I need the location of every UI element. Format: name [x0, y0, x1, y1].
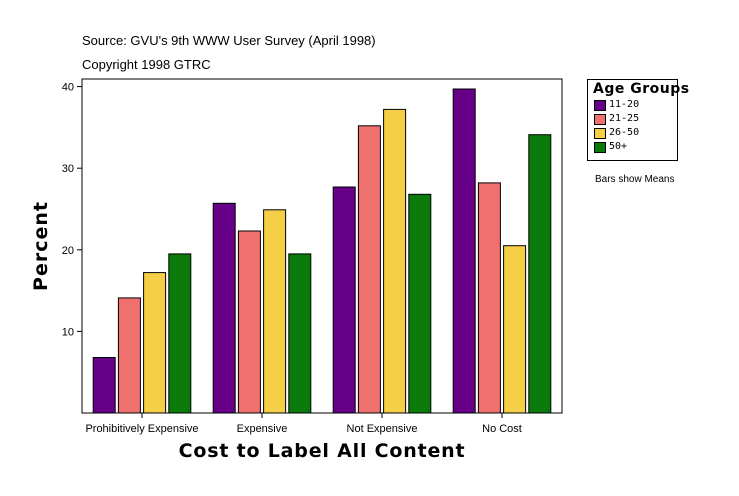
bar — [92, 357, 116, 414]
legend-title: Age Groups — [593, 81, 690, 97]
bar — [357, 125, 381, 414]
y-axis-title: Percent — [30, 201, 52, 291]
y-tick-label: 20 — [62, 245, 74, 257]
bar — [117, 297, 141, 414]
bar — [528, 134, 552, 414]
bar — [408, 193, 432, 414]
bar — [452, 88, 476, 414]
x-tick-label: Expensive — [237, 423, 288, 435]
legend-label: 21-25 — [609, 113, 640, 124]
copyright-line: Copyright 1998 GTRC — [82, 57, 211, 72]
legend-label: 26-50 — [609, 127, 640, 138]
y-tick-label: 10 — [62, 326, 74, 338]
y-tick-label: 30 — [62, 163, 74, 175]
bar — [503, 245, 527, 414]
legend-swatch — [594, 128, 606, 139]
x-tick-label: Prohibitively Expensive — [85, 423, 198, 435]
bar — [212, 202, 236, 414]
legend-label: 50+ — [609, 141, 628, 152]
x-tick-label: Not Expensive — [347, 423, 418, 435]
bar — [143, 272, 167, 414]
legend-swatch — [594, 100, 606, 111]
bar — [263, 209, 287, 414]
legend: Age Groups 11-20 21-25 26-50 50+ — [587, 79, 689, 161]
bar — [288, 253, 312, 414]
y-tick-label: 40 — [62, 82, 74, 94]
chart-note: Bars show Means — [595, 174, 675, 185]
bar — [332, 186, 356, 414]
source-line: Source: GVU's 9th WWW User Survey (April… — [82, 33, 376, 48]
legend-label: 11-20 — [609, 99, 640, 110]
x-axis: Prohibitively Expensive Expensive Not Expe… — [85, 413, 522, 435]
x-axis-title: Cost to Label All Content — [179, 440, 466, 462]
bar — [168, 253, 192, 414]
legend-swatch — [594, 142, 606, 153]
bar — [383, 108, 407, 414]
y-axis: 10 20 30 40 — [62, 82, 82, 338]
bars-group — [92, 88, 552, 414]
bar — [237, 230, 261, 414]
x-tick-label: No Cost — [482, 423, 522, 435]
legend-swatch — [594, 114, 606, 125]
bar — [477, 182, 501, 414]
